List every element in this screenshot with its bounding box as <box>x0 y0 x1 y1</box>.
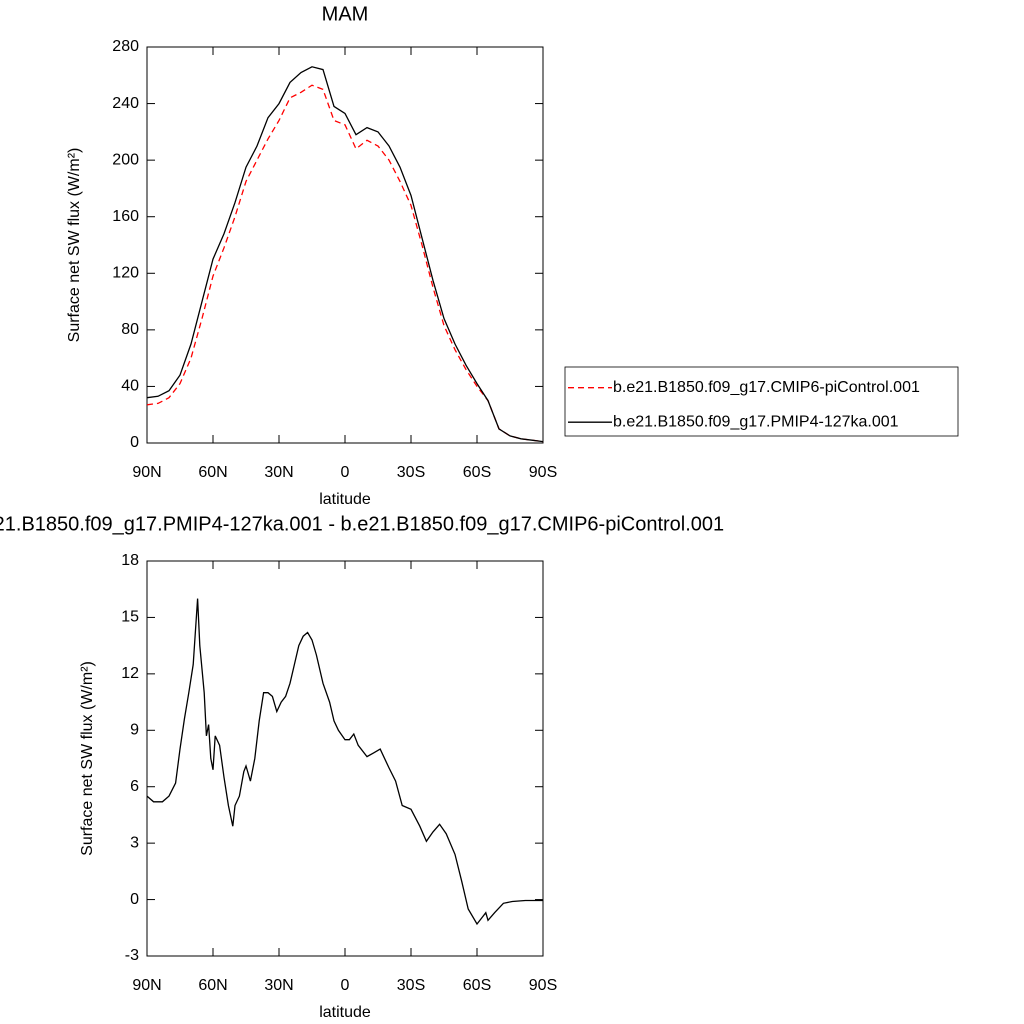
x-tick-label: 60S <box>463 977 491 994</box>
x-tick-label: 60S <box>463 464 491 481</box>
chart-title: b.e21.B1850.f09_g17.PMIP4-127ka.001 - b.… <box>0 513 724 535</box>
x-tick-label: 0 <box>341 977 350 994</box>
x-tick-label: 60N <box>198 464 227 481</box>
x-axis-label: latitude <box>319 1004 371 1021</box>
x-axis-label: latitude <box>319 491 371 508</box>
x-tick-label: 90S <box>529 464 557 481</box>
chart: b.e21.B1850.f09_g17.PMIP4-127ka.001 - b.… <box>0 513 724 1021</box>
x-tick-label: 60N <box>198 977 227 994</box>
x-tick-label: 0 <box>341 464 350 481</box>
x-tick-label: 30S <box>397 977 425 994</box>
y-tick-label: 18 <box>121 552 139 569</box>
legend-box <box>564 366 959 437</box>
x-tick-label: 90N <box>132 464 161 481</box>
y-tick-label: 240 <box>112 95 139 112</box>
legend-label: b.e21.B1850.f09_g17.CMIP6-piControl.001 <box>613 379 920 396</box>
y-tick-label: 120 <box>112 265 139 282</box>
chart-title: MAM <box>322 3 369 25</box>
plot-frame <box>146 560 544 957</box>
y-tick-label: 40 <box>121 378 139 395</box>
x-tick-label: 30N <box>264 977 293 994</box>
y-tick-label: 0 <box>130 891 139 908</box>
y-tick-label: 80 <box>121 321 139 338</box>
y-tick-label: 3 <box>130 834 139 851</box>
y-axis-label: Surface net SW flux (W/m²) <box>79 661 96 856</box>
data-line <box>146 66 544 443</box>
y-axis-label: Surface net SW flux (W/m²) <box>66 148 83 343</box>
y-tick-label: 160 <box>112 208 139 225</box>
legend-label: b.e21.B1850.f09_g17.PMIP4-127ka.001 <box>613 413 899 430</box>
y-tick-label: 0 <box>130 434 139 451</box>
y-tick-label: 9 <box>130 722 139 739</box>
y-tick-label: 15 <box>121 609 139 626</box>
data-line <box>146 598 543 926</box>
y-tick-label: 6 <box>130 778 139 795</box>
x-tick-label: 30N <box>264 464 293 481</box>
data-line <box>146 84 544 443</box>
y-tick-label: 200 <box>112 151 139 168</box>
plot-frame <box>146 46 544 444</box>
y-tick-label: -3 <box>125 947 139 964</box>
chart: MAM 0 40 80 120 160 200 240 280 90N 60N 30N 0 30S 60S 9… <box>66 3 959 508</box>
x-tick-label: 90S <box>529 977 557 994</box>
x-tick-label: 30S <box>397 464 425 481</box>
x-tick-label: 90N <box>132 977 161 994</box>
y-tick-label: 12 <box>121 665 139 682</box>
y-tick-label: 280 <box>112 38 139 55</box>
